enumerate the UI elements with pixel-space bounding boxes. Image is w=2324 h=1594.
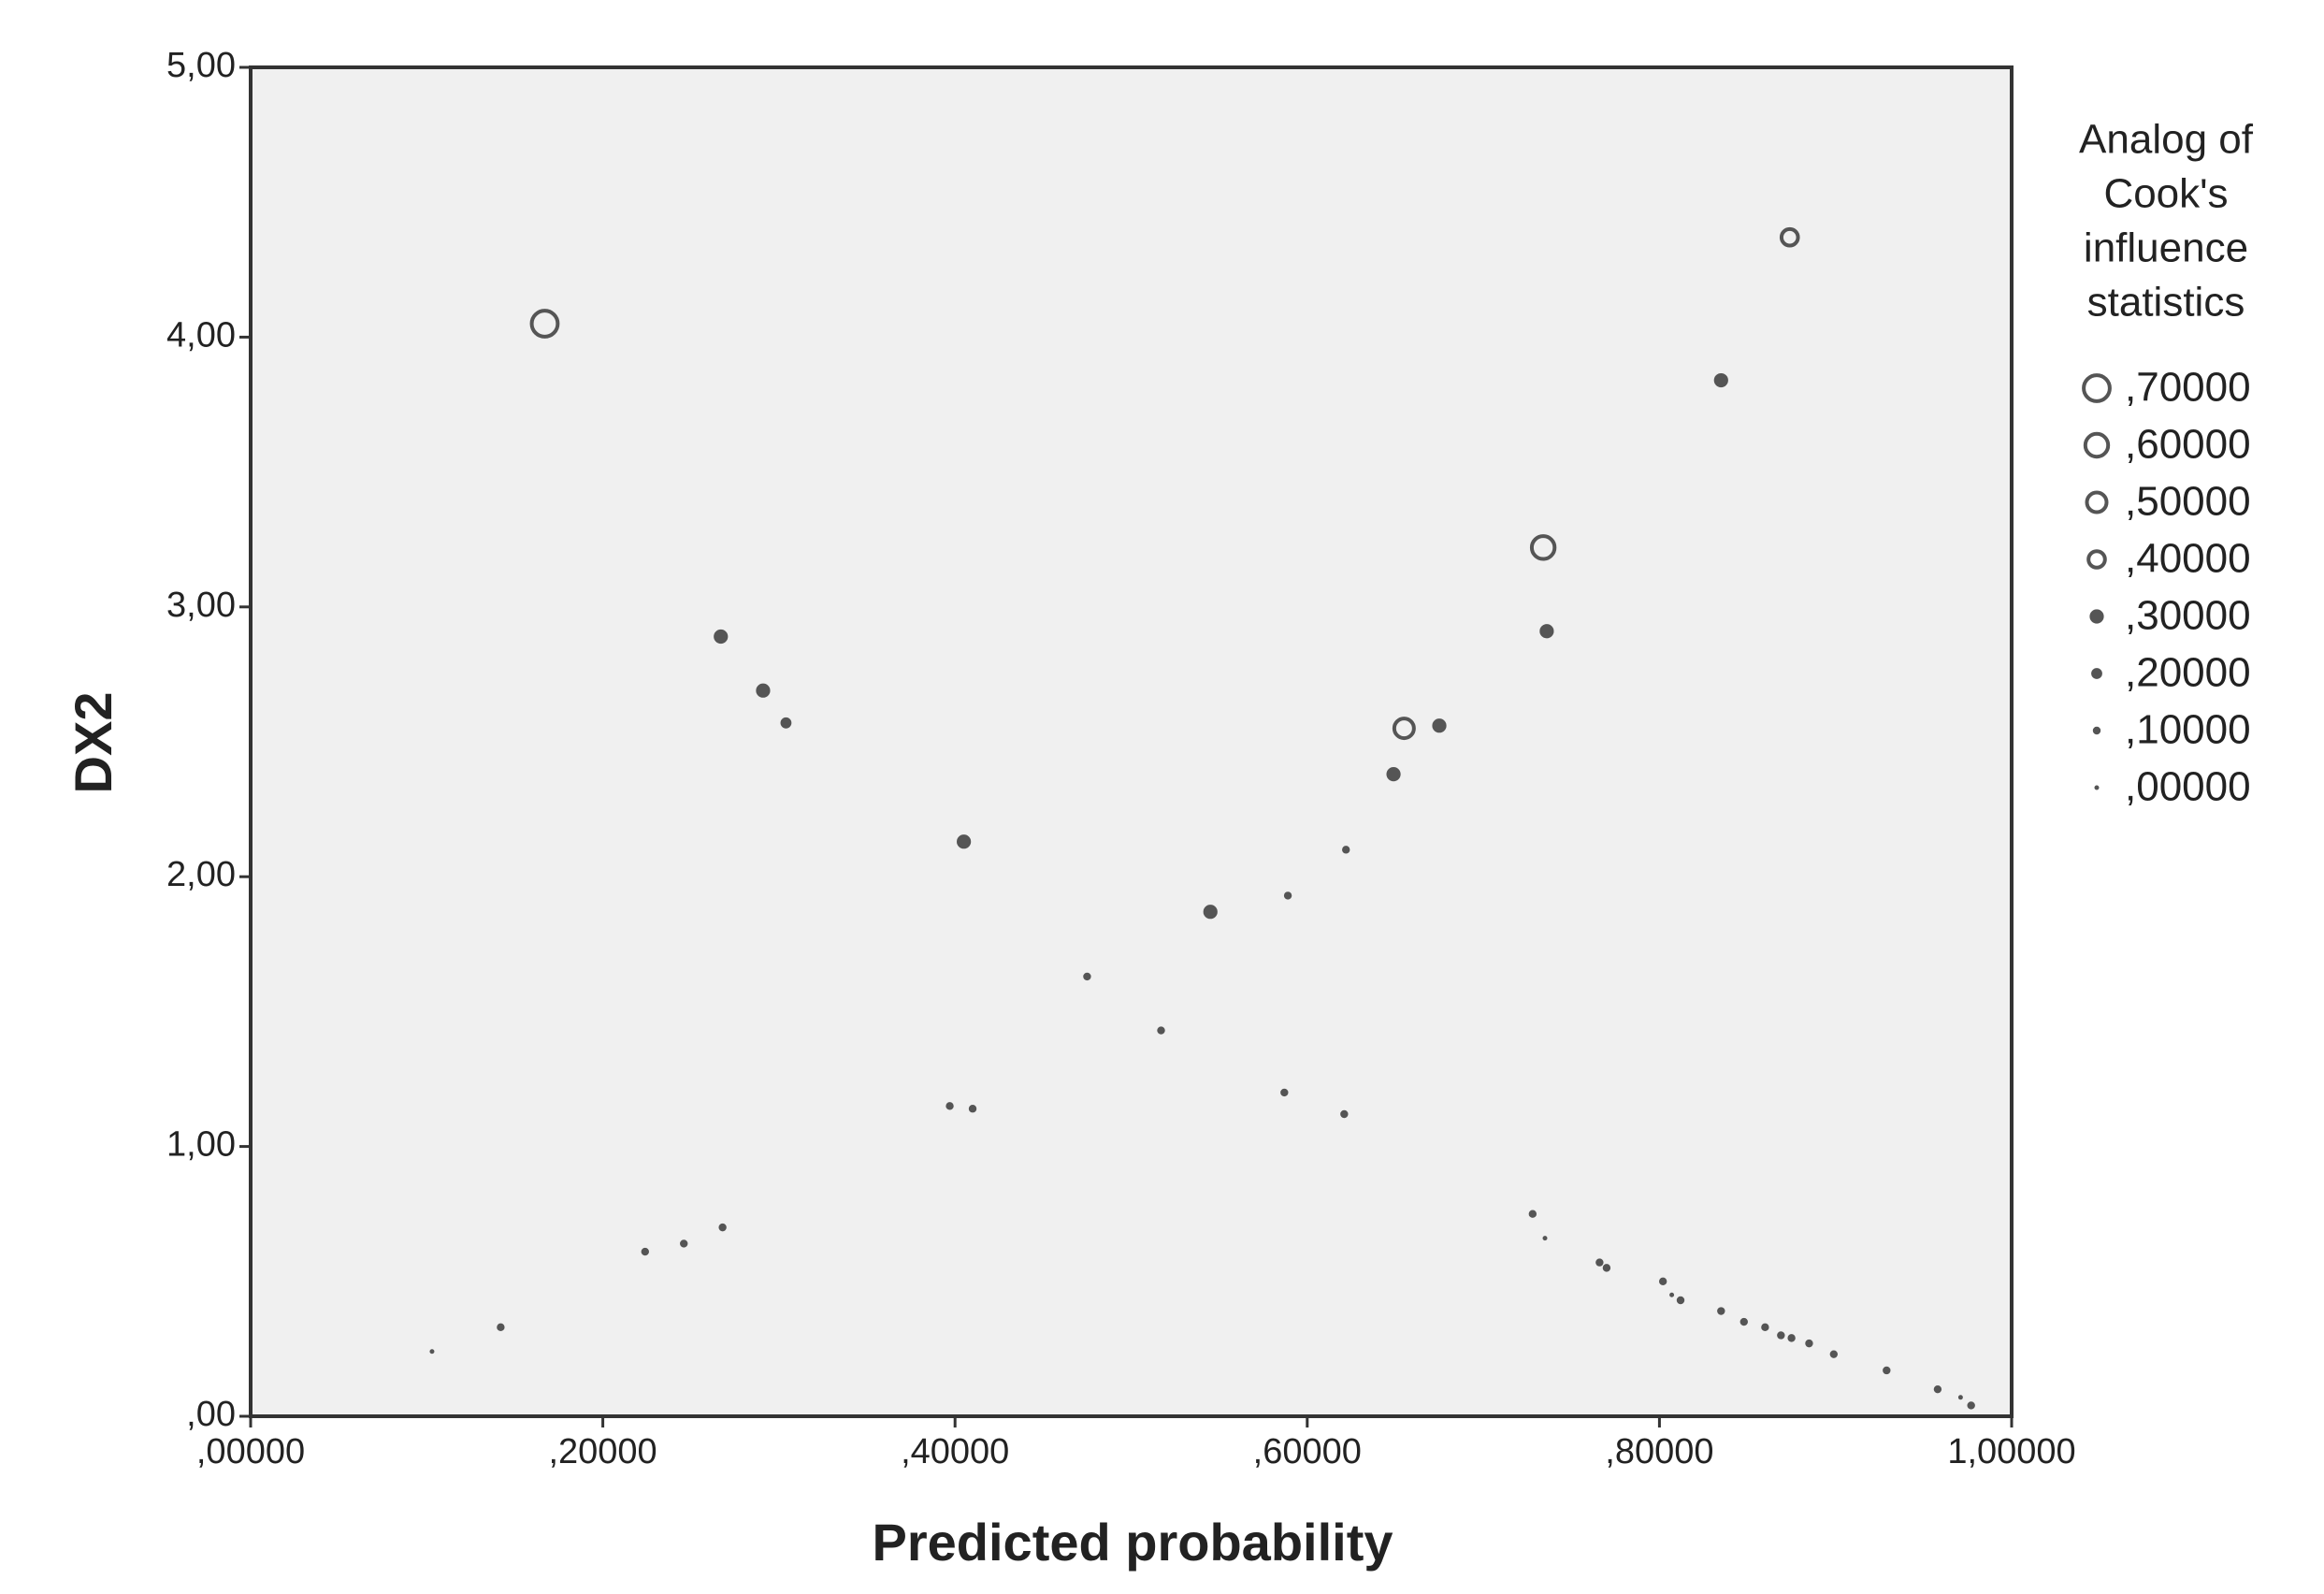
point [529,309,560,339]
x-axis-title: Predicted probability [873,1513,1393,1572]
x-tick-label: 1,00000 [1947,1432,2075,1471]
legend-marker [2092,726,2101,735]
point [1829,1350,1839,1358]
point [1342,846,1350,854]
legend-label: ,60000 [2125,422,2251,468]
point [1157,1026,1165,1035]
legend-title: Cook's [2103,171,2228,217]
point [429,1349,435,1355]
point [1713,372,1728,388]
point [945,1102,954,1110]
point [1083,972,1091,981]
y-axis-title: DX2 [64,692,123,794]
point [1933,1384,1942,1394]
point [1967,1401,1975,1410]
point [1805,1339,1813,1348]
point [1595,1258,1604,1267]
point [1528,1210,1537,1218]
legend-marker [2085,490,2109,514]
y-tick-label: 3,00 [166,586,236,625]
legend-title: influence [2084,225,2248,271]
point [1280,1088,1289,1097]
point [1777,1331,1785,1340]
legend-label: ,00000 [2125,764,2251,810]
point [641,1247,649,1256]
point [780,717,792,729]
point [1739,1317,1748,1326]
point [1717,1307,1725,1315]
point [1602,1264,1611,1272]
point [1203,905,1218,920]
point [1392,717,1416,741]
point [1761,1323,1769,1332]
point [1676,1296,1685,1305]
point [957,834,972,849]
y-tick-label: ,00 [186,1395,236,1434]
plot-area [249,65,2014,1418]
point [714,629,729,645]
point [1658,1277,1667,1286]
legend-marker [2086,549,2107,570]
legend-title: statistics [2087,280,2245,326]
point [968,1105,977,1113]
legend-label: ,40000 [2125,536,2251,582]
point [1779,226,1800,248]
legend-label: ,30000 [2125,593,2251,639]
point [680,1239,688,1248]
legend-marker [2082,373,2112,403]
point [718,1223,727,1232]
x-tick-label: ,00000 [196,1432,305,1471]
x-tick-label: ,60000 [1253,1432,1362,1471]
y-tick-label: 4,00 [166,315,236,355]
point [1539,624,1554,639]
legend-marker [2083,431,2111,459]
legend-marker [2094,785,2100,790]
point [1386,767,1401,782]
y-tick-label: 2,00 [166,855,236,894]
legend-label: ,50000 [2125,479,2251,525]
y-tick-label: 1,00 [166,1125,236,1165]
point [1957,1395,1963,1400]
legend-marker [2089,609,2104,624]
point [1542,1236,1548,1241]
x-tick-label: ,40000 [901,1432,1009,1471]
legend-label: ,10000 [2125,707,2251,753]
point [1883,1366,1891,1375]
point [1529,534,1557,561]
x-tick-label: ,20000 [548,1432,657,1471]
y-tick-label: 5,00 [166,46,236,85]
point [756,683,771,698]
legend-label: ,20000 [2125,650,2251,696]
point [1787,1334,1796,1342]
legend-label: ,70000 [2125,365,2251,411]
point [1340,1109,1349,1119]
point [1283,891,1292,900]
point [497,1323,505,1332]
legend-marker [2091,668,2102,679]
point [1432,718,1447,733]
legend-title: Analog of [2079,117,2254,163]
x-tick-label: ,80000 [1605,1432,1713,1471]
point [1669,1292,1675,1297]
